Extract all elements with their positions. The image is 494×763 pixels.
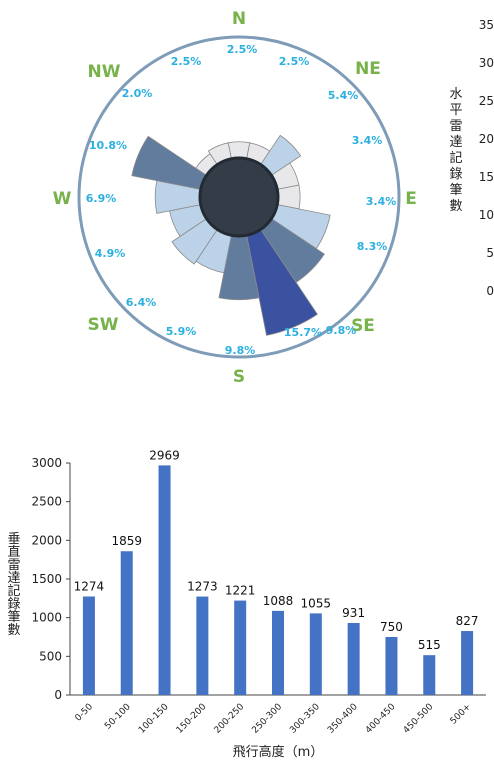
category-label-350-400: 350-400 [326, 702, 360, 736]
direction-label-SE: SE [351, 316, 375, 336]
direction-label-S: S [233, 367, 245, 387]
direction-label-W: W [53, 189, 72, 209]
wind-rose-chart: N NE E SE S SW W NW 2.5% 2.5% 5.4% 3.4% 3.4% 8.3% 9.8… [53, 9, 494, 387]
category-label-50-100: 50-100 [103, 702, 133, 732]
y-tick-label: 1000 [31, 611, 62, 625]
percent-label-W: 6.9% [86, 192, 117, 205]
percent-label-NNE: 2.5% [279, 55, 310, 68]
percent-label-S: 9.8% [225, 344, 256, 357]
partial-y-tick-label: 20 [479, 132, 494, 146]
bar-450-500 [423, 655, 436, 695]
percent-label-SE: 9.8% [326, 324, 357, 337]
percent-label-SSE: 15.7% [284, 326, 322, 339]
data-label-400-450: 750 [380, 620, 403, 634]
data-label-250-300: 1088 [263, 594, 294, 608]
bar-150-200 [196, 596, 209, 695]
bar-300-350 [309, 613, 322, 695]
direction-label-NW: NW [88, 62, 121, 82]
y-tick-label: 3000 [31, 456, 62, 470]
category-label-500+: 500+ [449, 702, 474, 727]
y-axis-title: 垂直雷達記錄筆數 [7, 532, 20, 638]
data-label-150-200: 1273 [187, 580, 218, 594]
percent-label-ESE: 8.3% [357, 240, 388, 253]
data-label-300-350: 1055 [301, 596, 332, 610]
percent-label-WSW: 4.9% [95, 247, 126, 260]
category-label-300-350: 300-350 [288, 702, 322, 736]
bar-400-450 [385, 637, 398, 695]
category-label-150-200: 150-200 [175, 702, 209, 736]
partial-y-tick-label: 0 [486, 284, 494, 298]
partial-y-tick-label: 15 [479, 170, 494, 184]
center-hub [198, 156, 280, 238]
bar-250-300 [272, 610, 284, 695]
y-tick-label: 2000 [31, 533, 62, 547]
category-label-100-150: 100-150 [137, 702, 171, 736]
direction-label-NE: NE [355, 59, 381, 79]
data-label-450-500: 515 [418, 638, 441, 652]
bar-50-100 [120, 551, 133, 695]
data-label-500+: 827 [456, 614, 479, 628]
bar-350-400 [347, 623, 360, 695]
y-tick-label: 500 [39, 649, 62, 663]
bar-500+ [461, 631, 474, 695]
percent-label-ENE: 3.4% [352, 134, 383, 147]
y-tick-label: 0 [54, 688, 62, 702]
percent-label-WNW: 10.8% [89, 139, 127, 152]
partial-y-tick-label: 5 [486, 246, 494, 260]
bar-200-250 [234, 600, 247, 695]
partial-y-tick-label: 10 [479, 208, 494, 222]
category-label-450-500: 450-500 [402, 702, 436, 736]
partial-y-tick-label: 25 [479, 94, 494, 108]
bar-0-50 [82, 596, 95, 695]
data-label-100-150: 2969 [149, 448, 180, 462]
percent-label-NNW: 2.5% [171, 55, 202, 68]
category-label-250-300: 250-300 [250, 702, 284, 736]
category-label-200-250: 200-250 [213, 702, 247, 736]
y-tick-label: 2500 [31, 495, 62, 509]
category-label-0-50: 0-50 [74, 702, 96, 724]
partial-y-tick-label: 30 [479, 56, 494, 70]
percent-label-SSW: 5.9% [166, 325, 197, 338]
percent-label-N: 2.5% [227, 43, 258, 56]
percent-label-SW: 6.4% [126, 296, 157, 309]
data-label-0-50: 1274 [74, 579, 105, 593]
percent-label-NE: 5.4% [328, 89, 359, 102]
partial-y-axis-title: 水平雷達記錄筆數 [449, 87, 462, 214]
direction-label-N: N [232, 9, 246, 29]
data-label-350-400: 931 [342, 606, 365, 620]
data-label-200-250: 1221 [225, 584, 256, 598]
direction-label-E: E [405, 189, 417, 209]
partial-y-tick-label: 35 [479, 18, 494, 32]
data-label-50-100: 1859 [111, 534, 142, 548]
x-axis-title: 飛行高度（m） [233, 744, 324, 760]
direction-label-SW: SW [88, 315, 119, 335]
percent-label-NW: 2.0% [122, 87, 153, 100]
y-tick-label: 1500 [31, 572, 62, 586]
percent-label-E: 3.4% [366, 195, 397, 208]
bar-100-150 [158, 465, 171, 695]
category-label-400-450: 400-450 [364, 702, 398, 736]
